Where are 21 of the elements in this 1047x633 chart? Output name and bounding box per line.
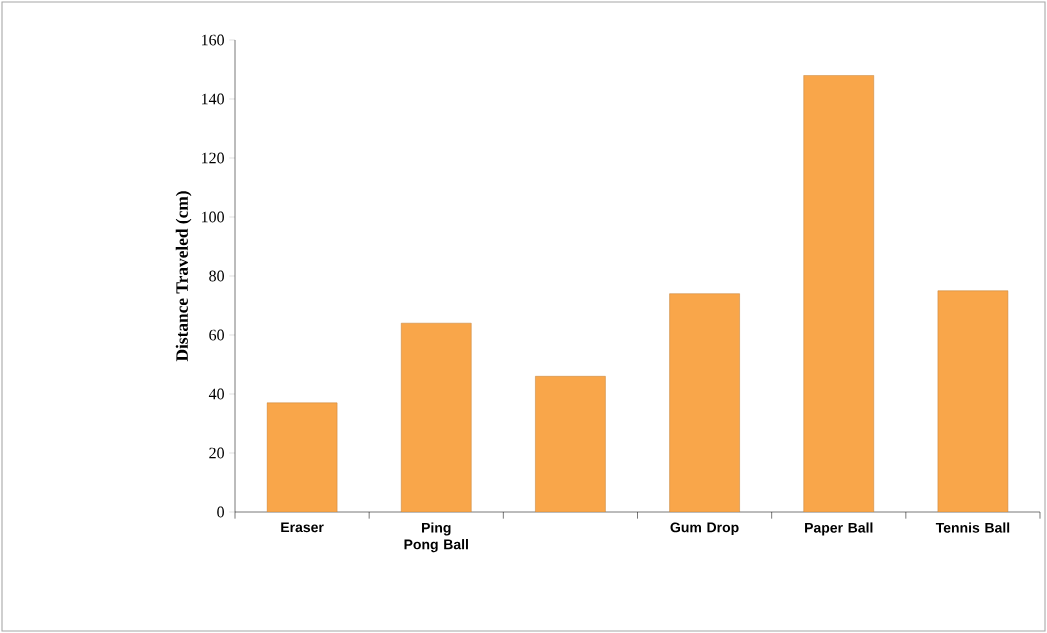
bar	[803, 75, 875, 512]
bar	[669, 293, 740, 512]
bar	[937, 290, 1009, 512]
y-tick-label: 140	[202, 93, 224, 105]
y-tick-label: 100	[202, 211, 224, 223]
x-tick-label: Tennis Ball	[935, 522, 1010, 533]
x-tick-label: Ping Pong Ball	[404, 522, 468, 553]
y-axis-title: Distance Traveled (cm)	[175, 191, 192, 362]
y-tick-label: 80	[209, 270, 224, 282]
bar	[266, 402, 338, 512]
x-tick-label: Gum Drop	[670, 522, 739, 536]
y-tick-label: 160	[202, 34, 224, 46]
x-tick-label: Paper Ball	[805, 522, 873, 536]
bar	[400, 322, 472, 512]
y-tick-label: 40	[208, 388, 224, 400]
y-tick-label: 20	[209, 447, 224, 459]
y-tick-label: 0	[217, 506, 224, 518]
bar	[535, 376, 606, 512]
y-tick-label: 60	[209, 329, 224, 341]
y-tick-label: 120	[202, 152, 224, 164]
x-tick-label: Eraser	[281, 522, 324, 533]
